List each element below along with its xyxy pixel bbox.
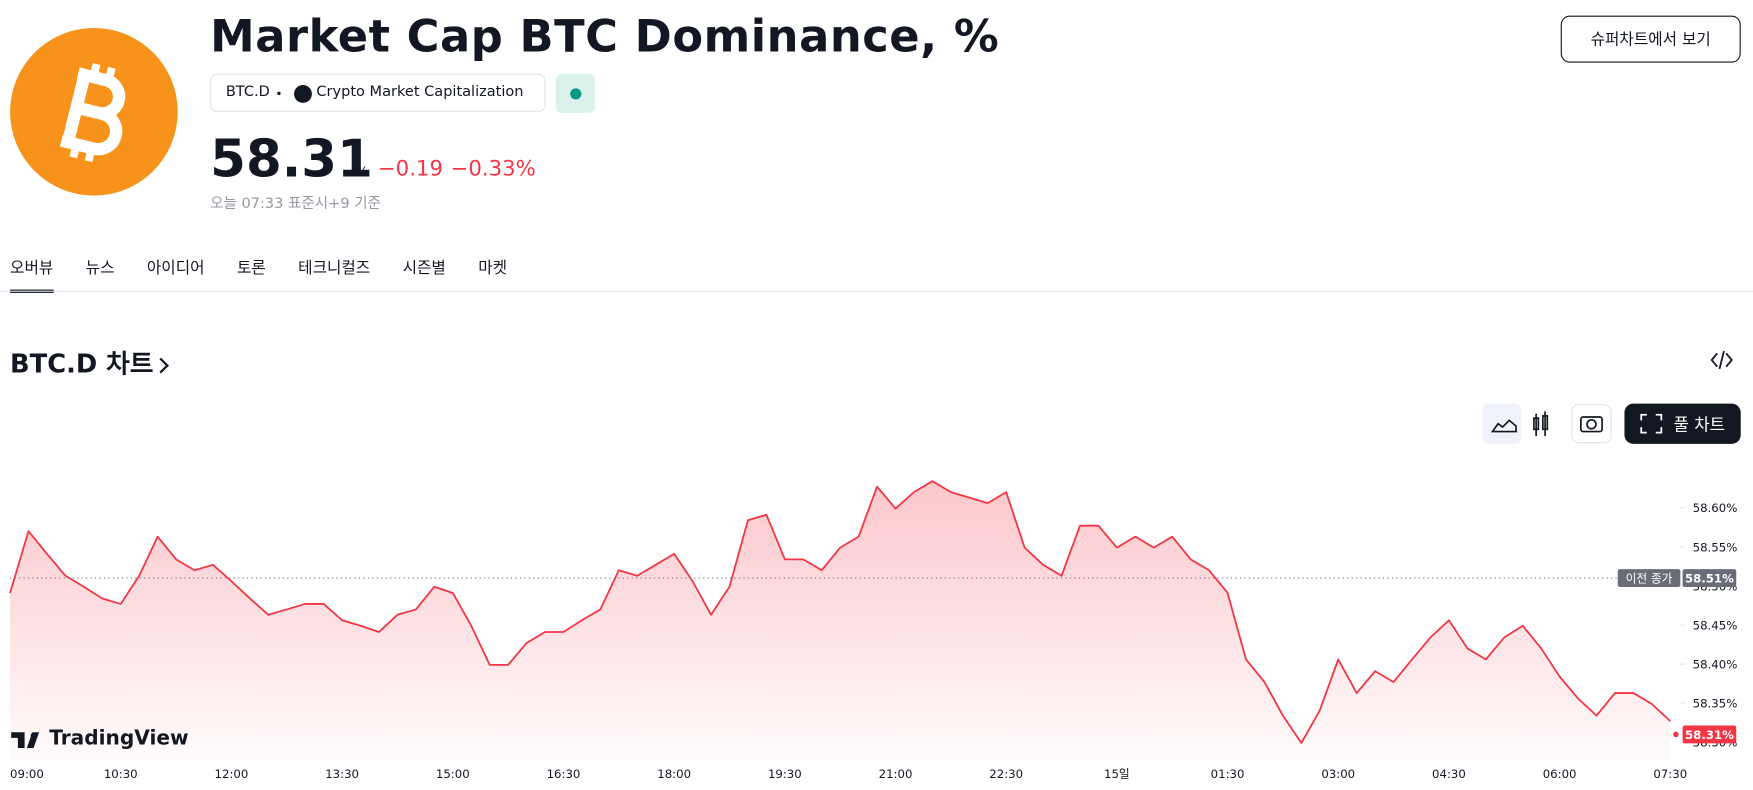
x-tick-label: 21:00 bbox=[879, 767, 913, 781]
tab[interactable]: 뉴스 bbox=[85, 259, 115, 278]
x-tick-label: 07:30 bbox=[1653, 767, 1687, 781]
tab-bar: 오버뷰 뉴스 아이디어 토론 테크니컬즈 시즌별 마켓 bbox=[10, 256, 507, 293]
chevron bbox=[153, 357, 170, 373]
x-tick-label: 03:00 bbox=[1321, 767, 1355, 781]
y-tick-label: 58.45% bbox=[1693, 618, 1738, 632]
previous-close-name: 이전 종가 bbox=[1626, 572, 1673, 586]
x-tick-label: 22:30 bbox=[989, 767, 1023, 781]
last-value-tag bbox=[1682, 725, 1737, 744]
previous-close-tag bbox=[1617, 569, 1681, 588]
previous-close-value-tag bbox=[1682, 569, 1737, 588]
x-tick-label: 18:00 bbox=[657, 767, 691, 781]
camera-icon bbox=[1580, 416, 1603, 433]
price-unit: % bbox=[355, 164, 369, 180]
price-line bbox=[9, 480, 1671, 744]
timestamp: 오늘 07:33 표준시+9 기준 bbox=[210, 195, 381, 213]
change-percent: −0.33% bbox=[450, 156, 536, 182]
x-tick-label: 15일 bbox=[1104, 767, 1130, 781]
previous-close-value: 58.51% bbox=[1685, 572, 1734, 586]
x-tick-label: 16:30 bbox=[547, 767, 581, 781]
x-tick-label: 09:00 bbox=[10, 767, 44, 781]
x-tick-label: 12:00 bbox=[215, 767, 249, 781]
last-point bbox=[1673, 731, 1679, 738]
exchange-logo bbox=[294, 84, 312, 103]
title: Market Cap BTC Dominance, % bbox=[210, 11, 1000, 63]
full-chart-label: 풀 차트 bbox=[1673, 414, 1726, 435]
area-style-button[interactable] bbox=[1482, 403, 1522, 444]
tab[interactable]: 오버뷰 bbox=[10, 256, 54, 293]
x-tick-label: 13:30 bbox=[325, 767, 359, 781]
price: 58.31 bbox=[210, 128, 373, 189]
tab[interactable]: 토론 bbox=[236, 259, 266, 278]
last-value: 58.31% bbox=[1685, 728, 1734, 742]
divider bbox=[0, 290, 1753, 292]
symbol-badge[interactable] bbox=[210, 73, 546, 112]
tab[interactable]: 마켓 bbox=[478, 259, 508, 278]
y-tick-label: 58.55% bbox=[1693, 540, 1738, 554]
status-dot bbox=[570, 88, 582, 100]
area-fill bbox=[10, 481, 1671, 761]
area-icon bbox=[1490, 419, 1518, 433]
tv-logo bbox=[11, 732, 40, 748]
watermark: TradingView bbox=[49, 726, 189, 751]
section-title[interactable]: BTC.D 차트 bbox=[10, 342, 170, 380]
x-tick-label: 01:30 bbox=[1211, 767, 1245, 781]
tab[interactable]: 아이디어 bbox=[146, 259, 205, 278]
supercharts-button[interactable]: 슈퍼차트에서 보기 bbox=[1560, 15, 1741, 63]
section-title-text: BTC.D 차트 bbox=[10, 349, 154, 380]
snapshot-button[interactable] bbox=[1571, 404, 1612, 444]
x-tick-label: 10:30 bbox=[104, 767, 138, 781]
x-tick-label: 19:30 bbox=[768, 767, 802, 781]
y-tick-label: 58.40% bbox=[1693, 658, 1738, 672]
change: −0.19 bbox=[377, 156, 443, 182]
chart: 58.30%58.35%58.40%58.45%58.50%58.55%58.6… bbox=[9, 480, 1738, 781]
y-tick-label: 58.35% bbox=[1693, 697, 1738, 711]
tab[interactable]: 시즌별 bbox=[402, 259, 446, 278]
exchange: Crypto Market Capitalization bbox=[316, 83, 524, 101]
separator bbox=[277, 91, 281, 96]
symbol: BTC.D bbox=[225, 83, 270, 101]
bitcoin-glyph bbox=[59, 63, 126, 163]
embed-icon bbox=[1710, 350, 1733, 370]
x-tick-label: 06:00 bbox=[1543, 767, 1577, 781]
y-tick-label: 58.60% bbox=[1693, 501, 1738, 515]
tab[interactable]: 테크니컬즈 bbox=[298, 259, 371, 278]
x-tick-label: 04:30 bbox=[1432, 767, 1466, 781]
candle-button[interactable] bbox=[1533, 411, 1549, 437]
fullscreen-icon bbox=[1640, 413, 1663, 434]
x-tick-label: 15:00 bbox=[436, 767, 470, 781]
full-chart-button[interactable]: 풀 차트 bbox=[1624, 403, 1741, 444]
